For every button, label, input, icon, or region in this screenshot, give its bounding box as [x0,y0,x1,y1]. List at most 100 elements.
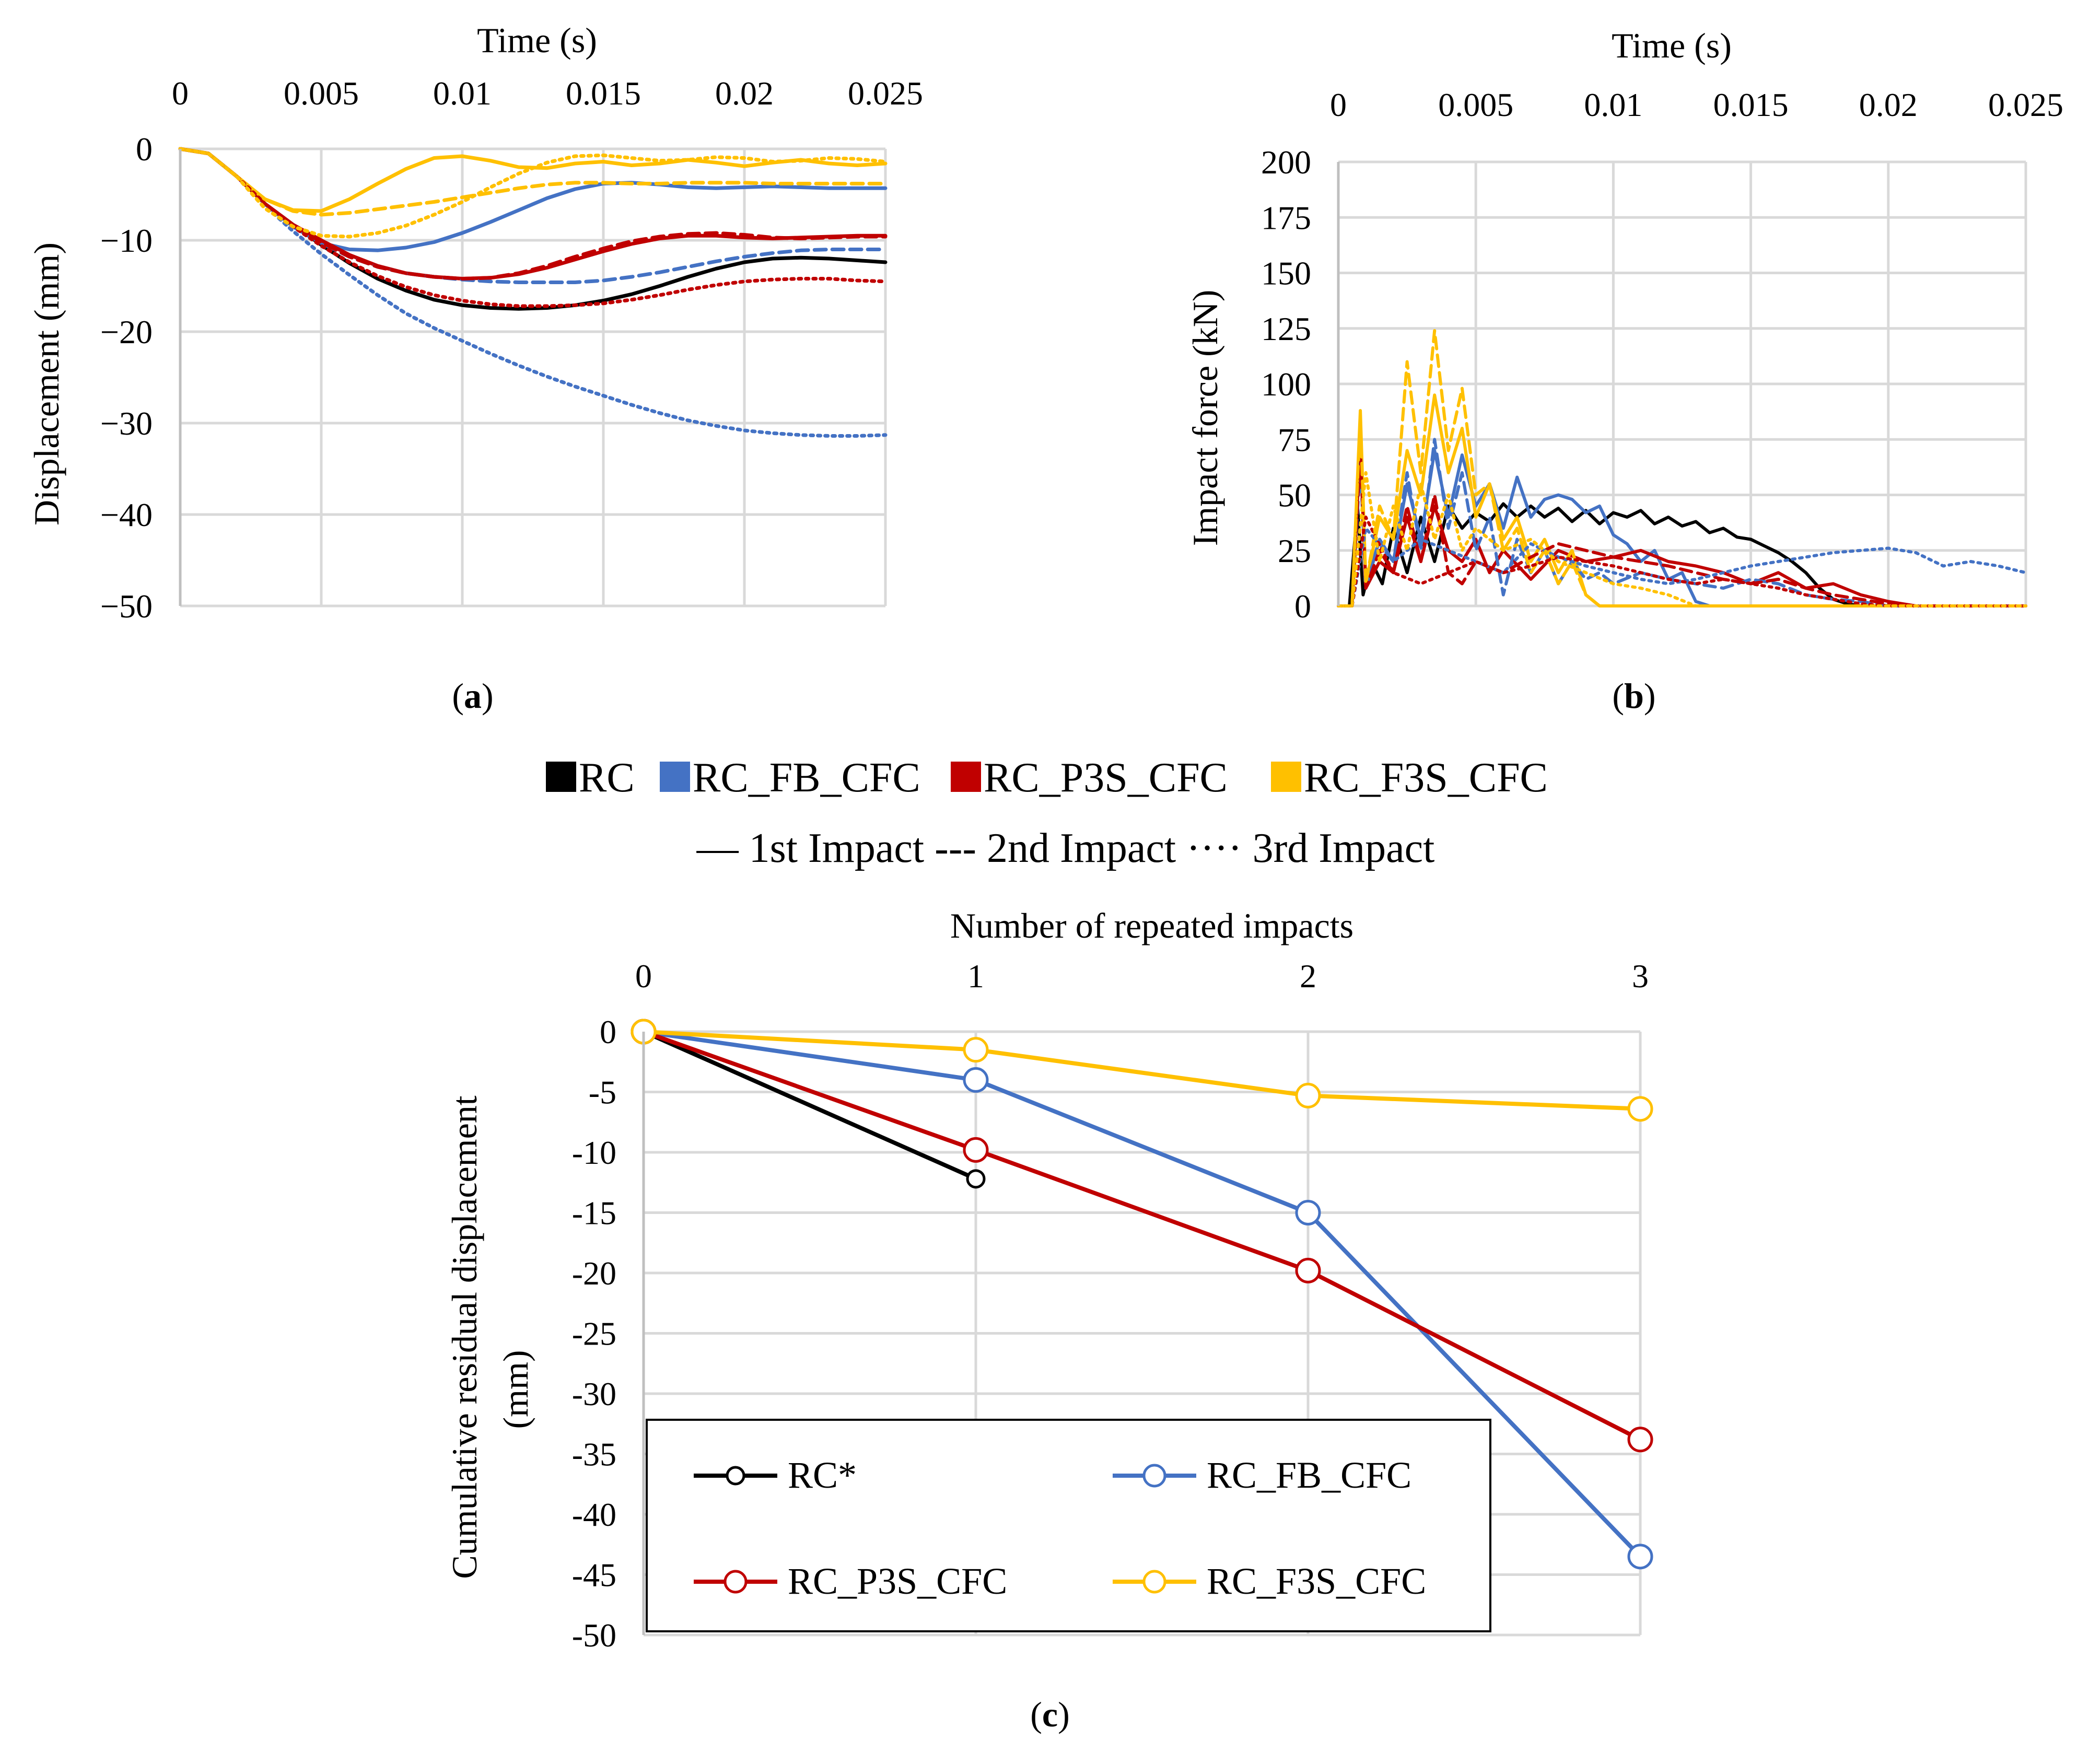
chart-c-ytick: -40 [572,1496,616,1533]
chart-b-xticks: 0 0.005 0.01 0.015 0.02 0.025 [1330,86,2063,123]
chart-c-legend: RC* RC_FB_CFC RC_P3S_CFC RC_F3S_CFC [646,1419,1491,1632]
chart-a-ytick: −40 [100,496,153,533]
legend-item-rc-fb-cfc: RC_FB_CFC [660,755,920,801]
chart-a-xlabel: Time (s) [477,20,597,60]
chart-c-gridlines [642,1030,1642,1637]
chart-b-yticks: 200 175 150 125 100 75 50 25 0 [1261,144,1311,625]
chart-b-ytick: 50 [1278,477,1311,514]
chart-a-xtick: 0.025 [848,75,923,112]
chart-c-legend-box [646,1419,1491,1632]
chart-a-series [178,147,888,438]
chart-c-xtick: 3 [1632,957,1649,995]
chart-b-ytick: 25 [1278,532,1311,569]
chart-b-ytick: 150 [1261,255,1311,292]
chart-b-xtick: 0 [1330,86,1347,123]
caption-b: (b) [1612,676,1655,716]
legend-label: RC [579,755,635,801]
chart-c-legend-item-rc-p3s-cfc: RC_P3S_CFC [694,1560,1007,1602]
chart-a-xtick: 0.02 [715,75,774,112]
chart-b-ytick: 100 [1261,366,1311,403]
caption-a-letter: a [464,676,482,716]
chart-c-ytick: 0 [600,1013,616,1050]
series-line [1337,329,2027,608]
chart-b-ytick: 125 [1261,310,1311,347]
caption-b-letter: b [1624,676,1644,716]
series-line [641,1030,1642,1559]
caption-a-open: ( [452,676,464,716]
chart-a-ytick: −20 [100,313,153,351]
chart-a-yticks: 0 −10 −20 −30 −40 −50 [100,131,153,625]
series-line [178,147,888,438]
chart-c-series [631,1019,1653,1570]
data-point [1627,1096,1653,1122]
chart-c-legend-label: RC_FB_CFC [1207,1454,1411,1496]
chart-b-ytick: 175 [1261,199,1311,236]
caption-c-close: ) [1058,1695,1070,1734]
chart-c-ytick: -50 [572,1617,616,1654]
chart-c-ytick: -25 [572,1315,616,1352]
legend-swatch [951,762,981,792]
data-point [966,1169,986,1189]
caption-b-open: ( [1612,676,1624,716]
data-point [963,1137,989,1163]
chart-a-ytick: −10 [100,222,153,259]
legend-swatch [660,762,690,792]
series-line [641,1030,1642,1442]
chart-c-ytick: -15 [572,1195,616,1232]
chart-a-xtick: 0.01 [433,75,492,112]
chart-b-xtick: 0.02 [1859,86,1918,123]
chart-c-ytick: -5 [589,1074,616,1111]
series-line [641,1030,1642,1111]
legend-swatch [546,762,576,792]
data-point [1295,1200,1321,1225]
data-point [1627,1544,1653,1570]
legend-item-rc-p3s-cfc: RC_P3S_CFC [951,755,1228,801]
caption-a: (a) [452,676,493,716]
chart-a-ytick: −50 [100,588,153,625]
series-line [1337,502,2027,608]
caption-c: (c) [1030,1695,1070,1734]
chart-c-xlabel: Number of repeated impacts [950,906,1353,945]
chart-b: Time (s) 0 0.005 0.01 0.015 0.02 0.025 2… [1185,26,2063,716]
chart-a-xtick: 0.015 [566,75,641,112]
chart-c-ytick: -10 [572,1134,616,1171]
legend-item-rc: RC [546,755,635,801]
chart-c-yticks: 0 -5 -10 -15 -20 -25 -30 -35 -40 -45 -50 [572,1013,616,1654]
series-line [178,147,888,217]
legend-linestyles: — 1st Impact --- 2nd Impact ···· 3rd Imp… [696,825,1435,871]
chart-b-xtick: 0.01 [1584,86,1642,123]
chart-b-ytick: 75 [1278,421,1311,458]
legend-label: RC_P3S_CFC [984,755,1228,801]
chart-b-xtick: 0.015 [1713,86,1789,123]
chart-c-legend-item-rc-fb-cfc: RC_FB_CFC [1113,1454,1411,1496]
chart-a-ytick: 0 [136,131,153,168]
chart-a-xtick: 0.005 [284,75,359,112]
chart-c-xtick: 0 [635,957,652,995]
series-line [178,147,888,213]
caption-c-letter: c [1042,1695,1058,1734]
legend-marker [1142,1570,1166,1594]
legend-label: RC_FB_CFC [693,755,920,801]
chart-c-legend-item-rc: RC* [694,1454,857,1496]
legend-swatch [1271,762,1301,792]
series-line [178,147,888,239]
legend-marker [1142,1464,1166,1488]
chart-c-ylabel-units: (mm) [496,1350,535,1429]
caption-a-close: ) [482,676,494,716]
series-line [1337,516,2027,608]
chart-c-legend-item-rc-f3s-cfc: RC_F3S_CFC [1113,1560,1426,1602]
data-point [1295,1257,1321,1283]
chart-b-xlabel: Time (s) [1612,26,1732,65]
data-point [1627,1427,1653,1453]
chart-c-ytick: -35 [572,1436,616,1473]
chart-c-ytick: -20 [572,1255,616,1292]
shared-legend: RC RC_FB_CFC RC_P3S_CFC RC_F3S_CFC — 1st… [546,755,1548,871]
series-line [1337,471,2027,608]
chart-c-xticks: 0 1 2 3 [635,957,1649,995]
chart-c-xtick: 1 [967,957,984,995]
data-point [963,1037,989,1063]
chart-a-ylabel: Displacement (mm) [27,242,66,525]
legend-marker [723,1570,748,1594]
chart-a: Time (s) 0 0.005 0.01 0.015 0.02 0.025 0… [27,20,923,716]
